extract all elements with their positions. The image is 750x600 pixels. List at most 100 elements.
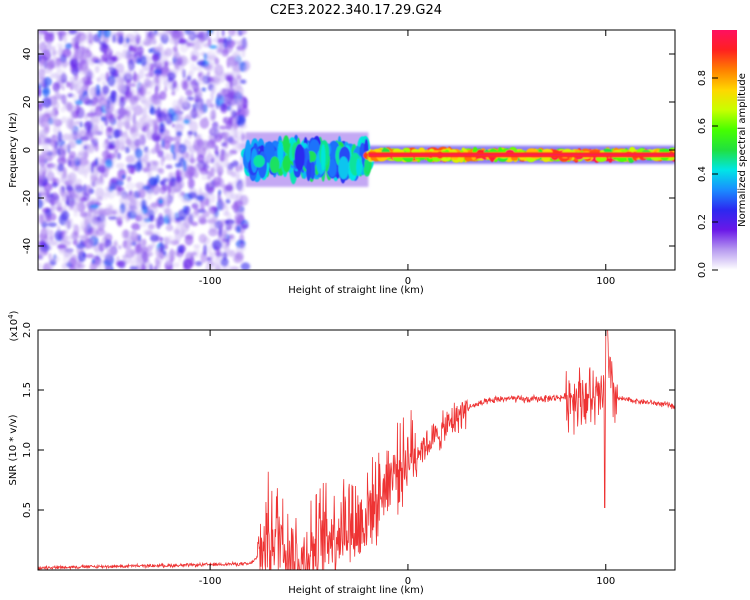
heatmap-noise-blob: [60, 210, 70, 221]
heatmap-noise-blob: [221, 30, 225, 37]
heatmap-noise-blob: [226, 42, 234, 53]
heatmap-noise-blob: [116, 119, 123, 130]
heatmap-noise-blob: [149, 204, 159, 215]
heatmap-noise-blob: [229, 77, 233, 89]
heatmap-noise-blob: [181, 67, 185, 76]
heatmap-noise-blob: [190, 167, 197, 172]
heatmap-noise-blob: [47, 222, 57, 228]
snr-x-ticks: -100 0 100: [199, 330, 615, 587]
heatmap-noise-blob: [38, 246, 48, 253]
heatmap-noise-blob: [208, 228, 218, 237]
heatmap-noise-blob: [58, 249, 67, 255]
heatmap-noise-blob: [142, 154, 149, 164]
heatmap-noise-blob: [239, 79, 247, 84]
heatmap-noise-blob: [137, 157, 145, 163]
heatmap-noise-blob: [240, 224, 249, 229]
x-tick-label: 100: [596, 276, 615, 287]
heatmap-noise-blob: [129, 189, 133, 196]
heatmap-noise-blob: [116, 152, 122, 160]
heatmap-noise-blob: [96, 196, 103, 202]
heatmap-noise-blob: [181, 151, 190, 159]
heatmap-noise-blob: [157, 149, 164, 158]
heatmap-x-axis-label: Height of straight line (km): [288, 285, 424, 296]
heatmap-noise-blob: [56, 206, 63, 212]
heatmap-noise-blob: [178, 38, 186, 45]
heatmap-noise-blob: [118, 245, 122, 250]
heatmap-noise-blob: [216, 163, 220, 176]
heatmap-noise-blob: [98, 97, 108, 107]
heatmap-noise-blob: [109, 132, 113, 140]
heatmap-noise-blob: [103, 241, 112, 248]
heatmap-noise-blob: [68, 151, 76, 159]
heatmap-noise-blob: [214, 64, 224, 76]
heatmap-noise-blob: [190, 221, 199, 227]
heatmap-noise-blob: [234, 213, 244, 222]
heatmap-noise-blob: [151, 38, 157, 45]
heatmap-noise-blob: [129, 38, 135, 44]
heatmap-noise-blob: [95, 157, 99, 167]
heatmap-noise-blob: [172, 262, 180, 268]
snr-y-scale-exponent: 4: [7, 314, 15, 319]
heatmap-noise-blob: [226, 167, 232, 176]
heatmap-noise-blob: [230, 98, 241, 107]
heatmap-noise-blob: [208, 193, 216, 204]
heatmap-noise-blob: [190, 211, 200, 218]
heatmap-noise-blob: [118, 141, 126, 152]
heatmap-noise-blob: [163, 243, 169, 250]
heatmap-noise-blob: [46, 61, 55, 70]
heatmap-noise-blob: [74, 73, 79, 80]
heatmap-noise-blob: [240, 132, 245, 143]
heatmap-noise-blob: [131, 240, 137, 247]
heatmap-noise-blob: [108, 152, 116, 160]
heatmap-noise-blob: [132, 56, 138, 64]
heatmap-noise-blob: [52, 177, 57, 186]
y-tick-label: 40: [22, 48, 33, 61]
heatmap-noise-blob: [144, 96, 155, 107]
heatmap-noise-blob: [103, 30, 112, 38]
heatmap-noise-blob: [112, 34, 116, 43]
heatmap-noise-blob: [237, 39, 248, 51]
heatmap-noise-blob: [214, 57, 220, 65]
heatmap-noise-blob: [125, 37, 130, 44]
heatmap-noise-blob: [239, 30, 249, 34]
heatmap-noise-blob: [172, 151, 177, 161]
heatmap-noise-blob: [134, 137, 139, 146]
heatmap-noise-blob: [182, 198, 193, 204]
heatmap-noise-blob: [219, 44, 225, 50]
heatmap-noise-blob: [231, 110, 237, 119]
heatmap-band-blob: [320, 144, 326, 172]
heatmap-noise-blob: [45, 156, 53, 162]
heatmap-noise-blob: [147, 223, 155, 230]
heatmap-noise-blob: [63, 202, 67, 209]
colorbar-label: Normalized spectral amplitude: [737, 73, 748, 227]
heatmap-noise-blob: [230, 171, 237, 178]
heatmap-noise-blob: [155, 31, 163, 37]
heatmap-noise-blob: [60, 146, 67, 157]
heatmap-noise-blob: [143, 228, 153, 236]
heatmap-noise-blob: [77, 150, 88, 157]
heatmap-noise-blob: [233, 49, 241, 60]
heatmap-noise-blob: [125, 110, 131, 117]
heatmap-noise-blob: [152, 162, 160, 171]
heatmap-noise-blob: [138, 40, 145, 47]
heatmap-noise-blob: [45, 43, 53, 52]
heatmap-noise-blob: [229, 60, 238, 67]
x-tick-label: -100: [199, 276, 222, 287]
heatmap-noise-blob: [91, 258, 95, 265]
heatmap-noise-blob: [90, 162, 95, 174]
heatmap-noise-blob: [69, 119, 73, 131]
heatmap-noise-blob: [71, 63, 78, 70]
heatmap-noise-blob: [230, 266, 240, 270]
heatmap-noise-blob: [60, 188, 64, 194]
heatmap-noise-blob: [212, 121, 219, 130]
heatmap-noise-blob: [121, 174, 126, 179]
heatmap-noise-blob: [133, 30, 139, 39]
heatmap-noise-blob: [205, 153, 216, 164]
heatmap-noise-blob: [175, 216, 186, 222]
heatmap-noise-blob: [160, 157, 165, 167]
snr-series-line: [38, 330, 675, 570]
heatmap-noise-blob: [221, 238, 227, 243]
colorbar-tick-label: 0.4: [697, 166, 708, 182]
y-tick-label: 1.5: [22, 382, 33, 398]
heatmap-noise-blob: [49, 118, 58, 126]
